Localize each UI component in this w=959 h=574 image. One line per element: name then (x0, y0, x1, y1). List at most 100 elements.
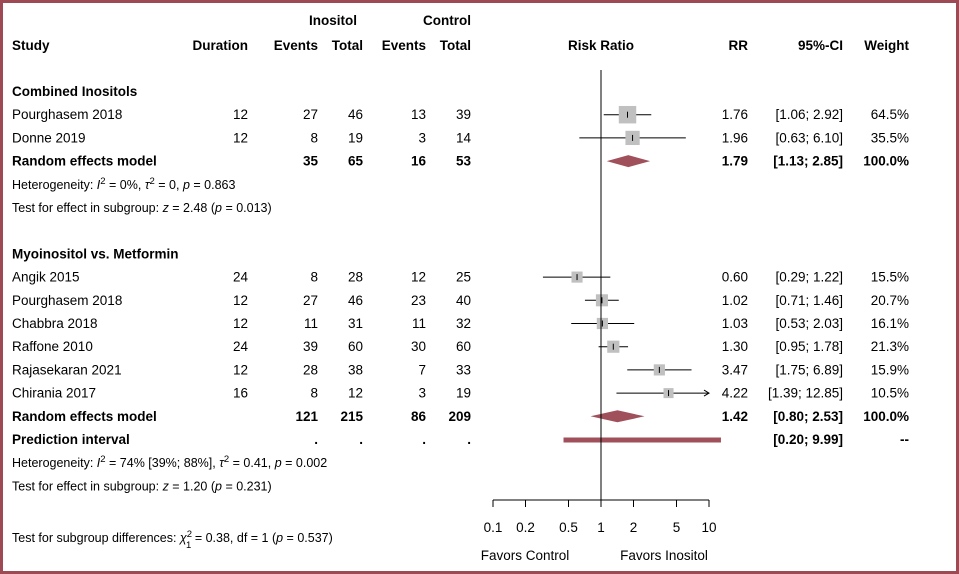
study-total-inositol: 12 (348, 386, 363, 401)
x-tick-label: 1 (597, 520, 605, 535)
pooled-ci: [1.13; 2.85] (773, 154, 843, 169)
heterogeneity-text-part: = 0.002 (282, 456, 328, 470)
header-inositol: Inositol (309, 13, 357, 28)
study-total-inositol: 31 (348, 316, 363, 331)
study-name: Donne 2019 (12, 130, 86, 145)
study-total-control: 33 (456, 362, 471, 377)
prediction-ci: [0.20; 9.99] (773, 432, 843, 447)
prediction-dot: . (422, 432, 426, 447)
study-total-control: 39 (456, 107, 471, 122)
study-duration: 12 (233, 107, 248, 122)
prediction-dot: . (314, 432, 318, 447)
col-header-total-control: Total (440, 38, 471, 53)
heterogeneity-text-part: τ (145, 178, 151, 192)
pooled-rr: 1.42 (722, 409, 748, 424)
study-weight: 15.9% (871, 362, 909, 377)
pooled-label: Random effects model (12, 154, 157, 169)
heterogeneity-text-part: 2 (150, 175, 155, 186)
heterogeneity-text-part: = 0.41, (229, 456, 275, 470)
x-tick-label: 2 (630, 520, 638, 535)
study-rr: 4.22 (722, 386, 748, 401)
effect-test-text: Test for effect in subgroup: z = 1.20 (p… (12, 479, 272, 493)
header-control: Control (423, 13, 471, 28)
effect-test-text-part: p (214, 201, 222, 215)
study-name: Chirania 2017 (12, 386, 96, 401)
study-events-control: 7 (418, 362, 426, 377)
study-events-control: 3 (418, 130, 426, 145)
study-total-inositol: 19 (348, 130, 363, 145)
study-total-control: 19 (456, 386, 471, 401)
x-tick-label: 10 (701, 520, 716, 535)
pooled-rr: 1.79 (722, 154, 748, 169)
pooled-total-inositol: 215 (340, 409, 363, 424)
study-total-control: 14 (456, 130, 472, 145)
study-weight: 10.5% (871, 386, 909, 401)
heterogeneity-text-part: = 0.863 (190, 178, 236, 192)
study-name: Pourghasem 2018 (12, 107, 122, 122)
col-header-duration: Duration (193, 38, 249, 53)
study-events-inositol: 8 (310, 270, 318, 285)
study-events-inositol: 27 (303, 293, 318, 308)
study-rr: 1.02 (722, 293, 748, 308)
study-events-inositol: 28 (303, 362, 318, 377)
pooled-weight: 100.0% (863, 154, 909, 169)
study-ci: [0.63; 6.10] (775, 130, 843, 145)
study-events-control: 11 (412, 316, 426, 331)
heterogeneity-text-part: = 74% [39%; 88%], (106, 456, 220, 470)
pooled-diamond (590, 410, 645, 423)
heterogeneity-text: Heterogeneity: I2 = 0%, τ2 = 0, p = 0.86… (12, 175, 235, 192)
study-events-control: 3 (418, 386, 426, 401)
pooled-ci: [0.80; 2.53] (773, 409, 843, 424)
study-rr: 0.60 (722, 270, 748, 285)
effect-test-text-part: p (214, 479, 222, 493)
forest-plot: Inositol Control Study Duration Events Total E… (12, 13, 909, 563)
prediction-dot: . (359, 432, 363, 447)
study-events-inositol: 39 (303, 339, 318, 354)
effect-test-text-part: = 0.013) (222, 201, 272, 215)
heterogeneity-text-part: I (97, 178, 101, 192)
study-name: Angik 2015 (12, 270, 80, 285)
favors-inositol-label: Favors Inositol (620, 548, 708, 563)
study-events-control: 23 (411, 293, 426, 308)
study-total-inositol: 28 (348, 270, 363, 285)
heterogeneity-text-part: 2 (224, 454, 229, 465)
study-ci-arrow (703, 389, 710, 397)
study-ci: [0.95; 1.78] (775, 339, 843, 354)
pooled-weight: 100.0% (863, 409, 909, 424)
heterogeneity-text-part: τ (219, 456, 225, 470)
x-tick-label: 5 (673, 520, 681, 535)
study-name: Chabbra 2018 (12, 316, 98, 331)
effect-test-text-part: = 2.48 ( (169, 201, 216, 215)
effect-test-text-part: = 1.20 ( (169, 479, 216, 493)
study-ci: [1.39; 12.85] (768, 386, 843, 401)
study-ci: [1.06; 2.92] (775, 107, 843, 122)
study-total-control: 32 (456, 316, 471, 331)
study-events-inositol: 8 (310, 386, 318, 401)
study-duration: 24 (233, 270, 249, 285)
study-total-inositol: 46 (348, 293, 363, 308)
study-weight: 21.3% (871, 339, 909, 354)
pooled-events-inositol: 35 (303, 154, 319, 169)
study-rr: 1.03 (722, 316, 748, 331)
study-weight: 35.5% (871, 130, 909, 145)
study-duration: 12 (233, 130, 248, 145)
x-tick-label: 0.1 (484, 520, 503, 535)
pooled-events-control: 86 (411, 409, 427, 424)
prediction-label: Prediction interval (12, 432, 130, 447)
study-rr: 1.96 (722, 130, 748, 145)
heterogeneity-text-part: Heterogeneity: (12, 178, 97, 192)
heterogeneity-text-part: = 0, (155, 178, 183, 192)
study-rr: 3.47 (722, 362, 748, 377)
heterogeneity-text-part: = 0%, (106, 178, 145, 192)
study-name: Raffone 2010 (12, 339, 93, 354)
study-total-control: 60 (456, 339, 471, 354)
study-events-inositol: 27 (303, 107, 318, 122)
pooled-total-inositol: 65 (348, 154, 364, 169)
effect-test-text-part: Test for effect in subgroup: (12, 201, 163, 215)
pooled-label: Random effects model (12, 409, 157, 424)
col-header-weight: Weight (864, 38, 909, 53)
study-total-control: 25 (456, 270, 471, 285)
effect-test-text-part: z (162, 201, 170, 215)
heterogeneity-text-part: Heterogeneity: (12, 456, 97, 470)
col-header-events-control: Events (382, 38, 426, 53)
